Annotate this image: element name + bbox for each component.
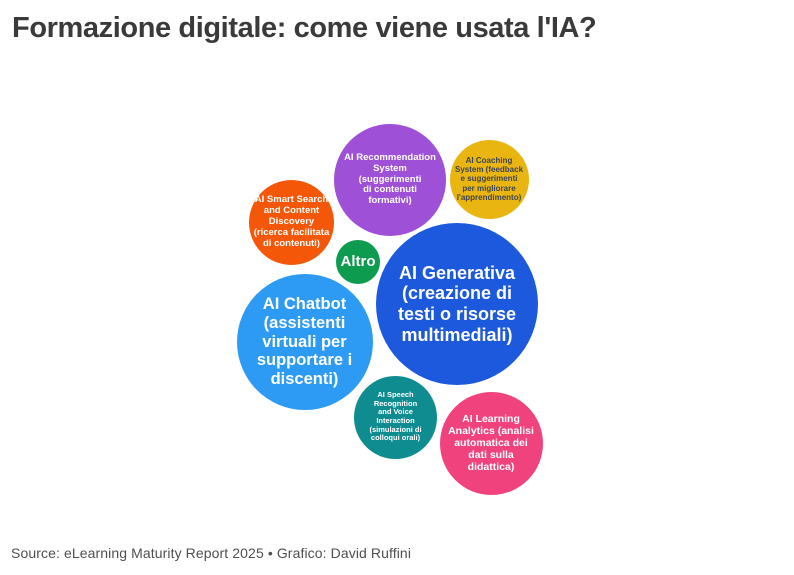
chart-title: Formazione digitale: come viene usata l'… [12, 12, 597, 44]
bubble-label: Altro [340, 253, 376, 271]
bubble-ai-speech-recognition-voice-interaction: AI Speech Recognition and Voice Interact… [354, 375, 437, 459]
bubble-ai-smart-search-content-discovery: AI Smart Search and Content Discovery (r… [249, 180, 334, 265]
bubble-ai-generativa: AI Generativa (creazione di testi o riso… [376, 223, 538, 385]
bubble-ai-coaching-system: AI Coaching System (feedback e suggerime… [449, 139, 529, 219]
bubble-ai-recommendation-system: AI Recommendation System (suggerimenti d… [334, 124, 446, 236]
bubble-label: AI Generativa (creazione di testi o riso… [397, 262, 517, 345]
bubble-label: AI Chatbot (assistenti virtuali per supp… [256, 294, 353, 389]
bubble-ai-chatbot: AI Chatbot (assistenti virtuali per supp… [236, 274, 373, 410]
bubble-label: AI Recommendation System (suggerimenti d… [344, 151, 436, 207]
bubble-label: AI Speech Recognition and Voice Interact… [369, 390, 422, 443]
bubble-altro: Altro [336, 240, 380, 284]
source-attribution: Source: eLearning Maturity Report 2025 •… [11, 545, 412, 561]
bubble-ai-learning-analytics: AI Learning Analytics (analisi automatic… [439, 391, 543, 495]
bubble-label: AI Coaching System (feedback e suggerime… [454, 156, 524, 202]
bubble-label: AI Smart Search and Content Discovery (r… [253, 194, 330, 249]
bubble-label: AI Learning Analytics (analisi automatic… [448, 412, 534, 474]
